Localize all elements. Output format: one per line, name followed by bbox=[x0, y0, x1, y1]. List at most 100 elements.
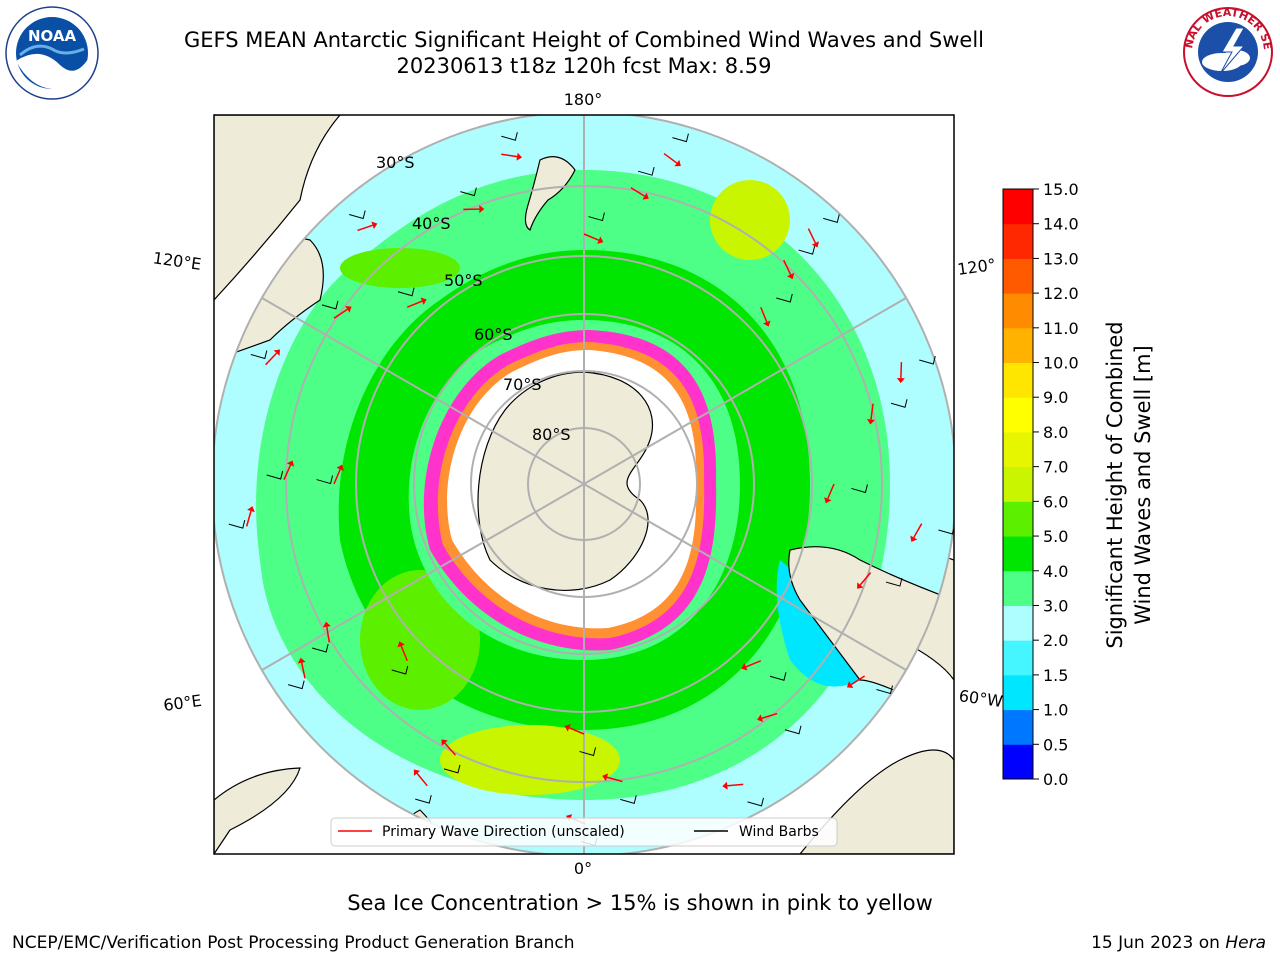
wave-arrow-head bbox=[479, 205, 485, 214]
wave-arrow-head bbox=[420, 297, 427, 305]
lat-label-60s: 60°S bbox=[474, 325, 513, 344]
colorbar-segment bbox=[1003, 466, 1033, 502]
wind-barb bbox=[312, 643, 329, 653]
wave-arrow-head bbox=[297, 657, 306, 664]
colorbar-tick-label: 8.0 bbox=[1043, 423, 1068, 442]
wave-arrow-head bbox=[722, 781, 728, 790]
wind-barb bbox=[321, 300, 339, 310]
map-frame bbox=[213, 114, 955, 855]
antarctica-land bbox=[477, 371, 654, 591]
colorbar-tick-label: 15.0 bbox=[1043, 180, 1079, 199]
wind-barb bbox=[885, 577, 903, 587]
wind-barb bbox=[851, 484, 868, 494]
wind-barb bbox=[460, 187, 477, 197]
colorbar-tick-label: 7.0 bbox=[1043, 458, 1068, 477]
colorbar-frame bbox=[1002, 188, 1034, 780]
wave-arrow-head bbox=[336, 464, 344, 471]
wave-arrow-head bbox=[397, 641, 405, 648]
wave-arrow bbox=[783, 259, 792, 275]
wave-arrow bbox=[265, 352, 278, 366]
wind-barb bbox=[637, 167, 655, 176]
nws-logo: NATIONAL WEATHER SERVICE bbox=[1178, 6, 1274, 97]
wave-arrow-head bbox=[602, 773, 609, 782]
wave-arrow-head bbox=[896, 377, 905, 384]
wind-barb bbox=[876, 685, 893, 695]
legend-wave-label: Primary Wave Direction (unscaled) bbox=[382, 824, 625, 840]
map-panel bbox=[214, 115, 954, 854]
colorbar-segment bbox=[1003, 362, 1033, 398]
wave-arrow bbox=[807, 228, 817, 244]
lat-label-40s: 40°S bbox=[412, 214, 451, 233]
wind-barb bbox=[391, 665, 409, 675]
lon-label-60e: 60°E bbox=[162, 691, 203, 715]
wave-arrow bbox=[663, 152, 678, 164]
wave-arrow-head bbox=[811, 241, 819, 248]
colorbar-tick-label: 1.5 bbox=[1043, 666, 1068, 685]
wave-arrow bbox=[606, 776, 623, 783]
wave-arrow-head bbox=[345, 306, 352, 313]
colorbar-segment bbox=[1003, 744, 1033, 780]
wave-arrow-head bbox=[441, 739, 448, 746]
footer-credit: NCEP/EMC/Verification Post Processing Pr… bbox=[12, 933, 575, 953]
wind-barb bbox=[919, 355, 936, 365]
wind-barb bbox=[250, 350, 268, 360]
colorbar-tick-label: 10.0 bbox=[1043, 354, 1079, 373]
map-legend: Primary Wave Direction (unscaled) Wind B… bbox=[330, 817, 838, 847]
colorbar-segment bbox=[1003, 536, 1033, 572]
wave-arrow bbox=[406, 300, 423, 308]
lon-label-180: 180° bbox=[564, 90, 603, 109]
wave-arrow-head bbox=[642, 192, 649, 200]
wave-arrow-head bbox=[757, 714, 764, 723]
wind-barb bbox=[287, 680, 305, 690]
wave-arrow-head bbox=[322, 621, 331, 628]
colorbar-segment bbox=[1003, 223, 1033, 259]
wave-arrow bbox=[283, 464, 292, 480]
wave-arrow bbox=[300, 662, 306, 679]
wave-arrow-head bbox=[674, 159, 681, 167]
colorbar-segment bbox=[1003, 258, 1033, 294]
wave-arrow bbox=[568, 727, 585, 735]
colorbar-segment bbox=[1003, 431, 1033, 468]
wave-arrow-head bbox=[786, 272, 795, 280]
colorbar-tick-label: 12.0 bbox=[1043, 284, 1079, 303]
wind-barb bbox=[784, 725, 802, 735]
wind-barb bbox=[501, 132, 518, 141]
wave-arrow bbox=[416, 772, 428, 787]
wave-arrow-head bbox=[867, 418, 875, 425]
lon-label-120e: 120°E bbox=[152, 248, 203, 274]
footer-date-text: 15 Jun 2023 on bbox=[1091, 933, 1226, 953]
wave-arrow bbox=[900, 362, 903, 379]
wind-barb bbox=[266, 470, 284, 480]
wind-barb bbox=[397, 287, 415, 297]
colorbar-segment bbox=[1003, 709, 1033, 745]
wave-arrow-head bbox=[597, 236, 604, 244]
colorbar-segment bbox=[1003, 605, 1033, 641]
noaa-logo: NOAA bbox=[5, 6, 99, 100]
wave-arrow bbox=[761, 712, 778, 719]
lat-label-30s: 30°S bbox=[376, 153, 415, 172]
lon-label-120w: 120° bbox=[956, 255, 997, 279]
lon-label-0: 0° bbox=[574, 859, 592, 878]
colorbar-tick-label: 6.0 bbox=[1043, 492, 1068, 511]
wave-arrow-head bbox=[413, 769, 421, 776]
wave-arrow bbox=[444, 742, 457, 756]
colorbar-segment bbox=[1003, 501, 1033, 537]
wave-arrow bbox=[827, 483, 835, 500]
wave-arrow-head bbox=[763, 320, 771, 327]
wave-arrow bbox=[913, 523, 923, 538]
wave-arrow-head bbox=[247, 506, 255, 513]
colorbar-tick-label: 0.5 bbox=[1043, 735, 1068, 754]
wave-arrow-head bbox=[286, 460, 295, 467]
colorbar-segment bbox=[1003, 674, 1033, 711]
colorbar-segment bbox=[1003, 570, 1033, 606]
colorbar-tick-label: 14.0 bbox=[1043, 215, 1079, 234]
colorbar-tick-label: 11.0 bbox=[1043, 319, 1079, 338]
wave-arrow bbox=[859, 572, 872, 586]
wave-arrow-head bbox=[516, 152, 523, 161]
wave-arrow bbox=[333, 308, 348, 319]
wave-arrow bbox=[400, 645, 408, 662]
footer-host: Hera bbox=[1225, 933, 1266, 953]
wave-arrow-head bbox=[564, 724, 571, 732]
colorbar-tick-label: 2.0 bbox=[1043, 631, 1068, 650]
noaa-logo-text: NOAA bbox=[28, 27, 77, 45]
